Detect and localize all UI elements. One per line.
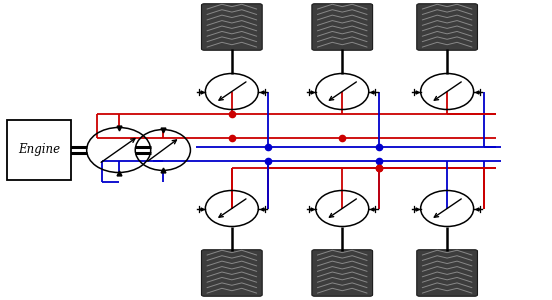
- FancyBboxPatch shape: [312, 4, 373, 50]
- FancyBboxPatch shape: [417, 4, 477, 50]
- FancyBboxPatch shape: [201, 4, 262, 50]
- FancyBboxPatch shape: [312, 250, 373, 296]
- FancyBboxPatch shape: [201, 250, 262, 296]
- FancyBboxPatch shape: [7, 120, 71, 180]
- Text: Engine: Engine: [18, 143, 60, 157]
- FancyBboxPatch shape: [417, 250, 477, 296]
